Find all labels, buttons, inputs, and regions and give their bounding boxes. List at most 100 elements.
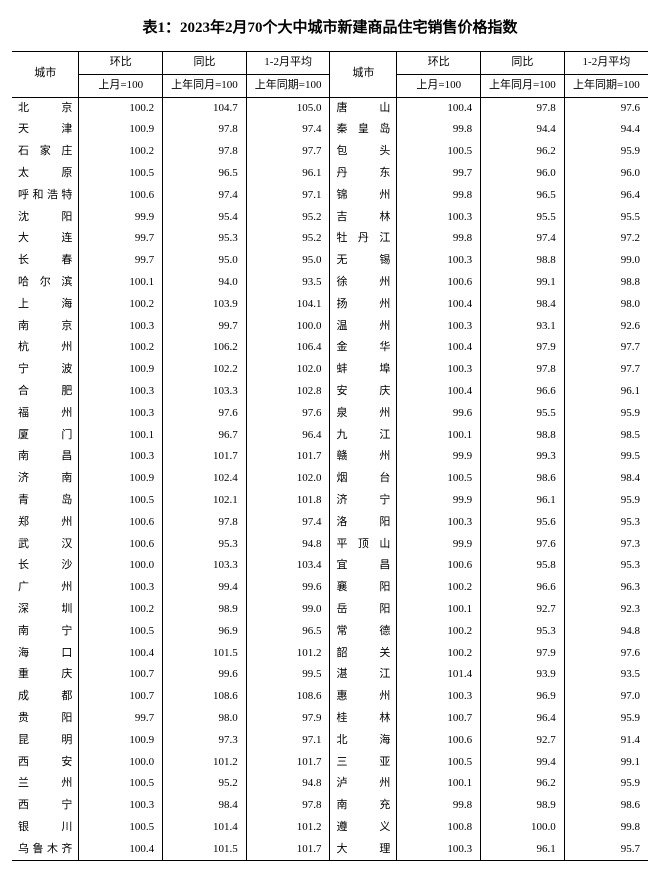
ratio-avg: 94.8: [246, 773, 330, 795]
ratio-avg: 101.2: [246, 817, 330, 839]
ratio-year: 98.8: [481, 250, 565, 272]
ratio-month: 100.3: [397, 316, 481, 338]
ratio-year: 99.1: [481, 272, 565, 294]
city-name: 青岛: [12, 490, 79, 512]
col-year: 同比: [481, 52, 565, 75]
ratio-avg: 96.4: [564, 185, 648, 207]
ratio-avg: 94.8: [246, 534, 330, 556]
ratio-month: 100.3: [397, 359, 481, 381]
ratio-year: 101.2: [163, 752, 247, 774]
city-name: 济南: [12, 468, 79, 490]
ratio-month: 99.9: [397, 534, 481, 556]
city-name: 平顶山: [330, 534, 397, 556]
ratio-avg: 99.6: [246, 577, 330, 599]
ratio-avg: 101.7: [246, 446, 330, 468]
table-row: 深圳100.298.999.0岳阳100.192.792.3: [12, 599, 648, 621]
ratio-month: 100.1: [79, 425, 163, 447]
ratio-year: 96.7: [163, 425, 247, 447]
ratio-avg: 97.7: [564, 359, 648, 381]
city-name: 南京: [12, 316, 79, 338]
city-name: 天津: [12, 119, 79, 141]
ratio-month: 99.8: [397, 185, 481, 207]
ratio-month: 100.5: [397, 468, 481, 490]
ratio-month: 100.4: [79, 839, 163, 861]
city-name: 济宁: [330, 490, 397, 512]
ratio-avg: 101.7: [246, 752, 330, 774]
city-name: 包头: [330, 141, 397, 163]
city-name: 银川: [12, 817, 79, 839]
city-name: 韶关: [330, 643, 397, 665]
ratio-month: 100.1: [79, 272, 163, 294]
ratio-month: 100.2: [397, 577, 481, 599]
ratio-month: 100.3: [397, 686, 481, 708]
ratio-year: 96.5: [481, 185, 565, 207]
city-name: 吉林: [330, 207, 397, 229]
table-row: 北京100.2104.7105.0唐山100.497.897.6: [12, 97, 648, 119]
city-name: 大理: [330, 839, 397, 861]
city-name: 襄阳: [330, 577, 397, 599]
ratio-month: 100.5: [79, 773, 163, 795]
city-name: 徐州: [330, 272, 397, 294]
city-name: 丹东: [330, 163, 397, 185]
city-name: 安庆: [330, 381, 397, 403]
col-avg: 1-2月平均: [246, 52, 330, 75]
ratio-month: 100.3: [79, 381, 163, 403]
table-row: 南昌100.3101.7101.7赣州99.999.399.5: [12, 446, 648, 468]
ratio-year: 99.6: [163, 664, 247, 686]
city-name: 长春: [12, 250, 79, 272]
ratio-avg: 98.0: [564, 294, 648, 316]
ratio-month: 100.6: [397, 730, 481, 752]
ratio-month: 100.3: [79, 795, 163, 817]
ratio-avg: 97.8: [246, 795, 330, 817]
city-name: 泉州: [330, 403, 397, 425]
ratio-month: 100.5: [397, 752, 481, 774]
subcol-month: 上月=100: [397, 74, 481, 97]
ratio-avg: 97.1: [246, 730, 330, 752]
table-row: 南京100.399.7100.0温州100.393.192.6: [12, 316, 648, 338]
city-name: 湛江: [330, 664, 397, 686]
ratio-year: 97.4: [163, 185, 247, 207]
ratio-avg: 98.4: [564, 468, 648, 490]
ratio-avg: 96.5: [246, 621, 330, 643]
city-name: 石家庄: [12, 141, 79, 163]
ratio-month: 100.4: [397, 381, 481, 403]
ratio-avg: 95.9: [564, 141, 648, 163]
ratio-year: 96.4: [481, 708, 565, 730]
ratio-month: 100.7: [79, 686, 163, 708]
table-title: 表1：2023年2月70个大中城市新建商品住宅销售价格指数: [12, 16, 648, 37]
table-row: 青岛100.5102.1101.8济宁99.996.195.9: [12, 490, 648, 512]
ratio-year: 95.3: [163, 228, 247, 250]
city-name: 成都: [12, 686, 79, 708]
city-name: 宁波: [12, 359, 79, 381]
ratio-year: 95.6: [481, 512, 565, 534]
city-name: 贵阳: [12, 708, 79, 730]
ratio-year: 96.6: [481, 577, 565, 599]
ratio-year: 97.8: [481, 359, 565, 381]
ratio-avg: 98.5: [564, 425, 648, 447]
ratio-year: 96.9: [481, 686, 565, 708]
ratio-year: 97.6: [481, 534, 565, 556]
price-index-table: 城市 环比 同比 1-2月平均 城市 环比 同比 1-2月平均 上月=100 上…: [12, 51, 648, 861]
ratio-year: 97.6: [163, 403, 247, 425]
ratio-month: 100.4: [397, 294, 481, 316]
ratio-year: 96.1: [481, 490, 565, 512]
ratio-year: 97.4: [481, 228, 565, 250]
ratio-month: 100.3: [79, 316, 163, 338]
ratio-year: 96.1: [481, 839, 565, 861]
col-month: 环比: [79, 52, 163, 75]
ratio-avg: 97.6: [564, 643, 648, 665]
ratio-month: 100.6: [79, 185, 163, 207]
table-row: 太原100.596.596.1丹东99.796.096.0: [12, 163, 648, 185]
ratio-year: 95.3: [481, 621, 565, 643]
ratio-month: 99.7: [397, 163, 481, 185]
ratio-avg: 92.3: [564, 599, 648, 621]
ratio-year: 95.8: [481, 555, 565, 577]
ratio-month: 100.5: [79, 621, 163, 643]
ratio-avg: 97.9: [246, 708, 330, 730]
city-name: 无锡: [330, 250, 397, 272]
subcol-avg: 上年同期=100: [246, 74, 330, 97]
subcol-year: 上年同月=100: [163, 74, 247, 97]
ratio-month: 100.3: [79, 403, 163, 425]
ratio-month: 101.4: [397, 664, 481, 686]
city-name: 沈阳: [12, 207, 79, 229]
